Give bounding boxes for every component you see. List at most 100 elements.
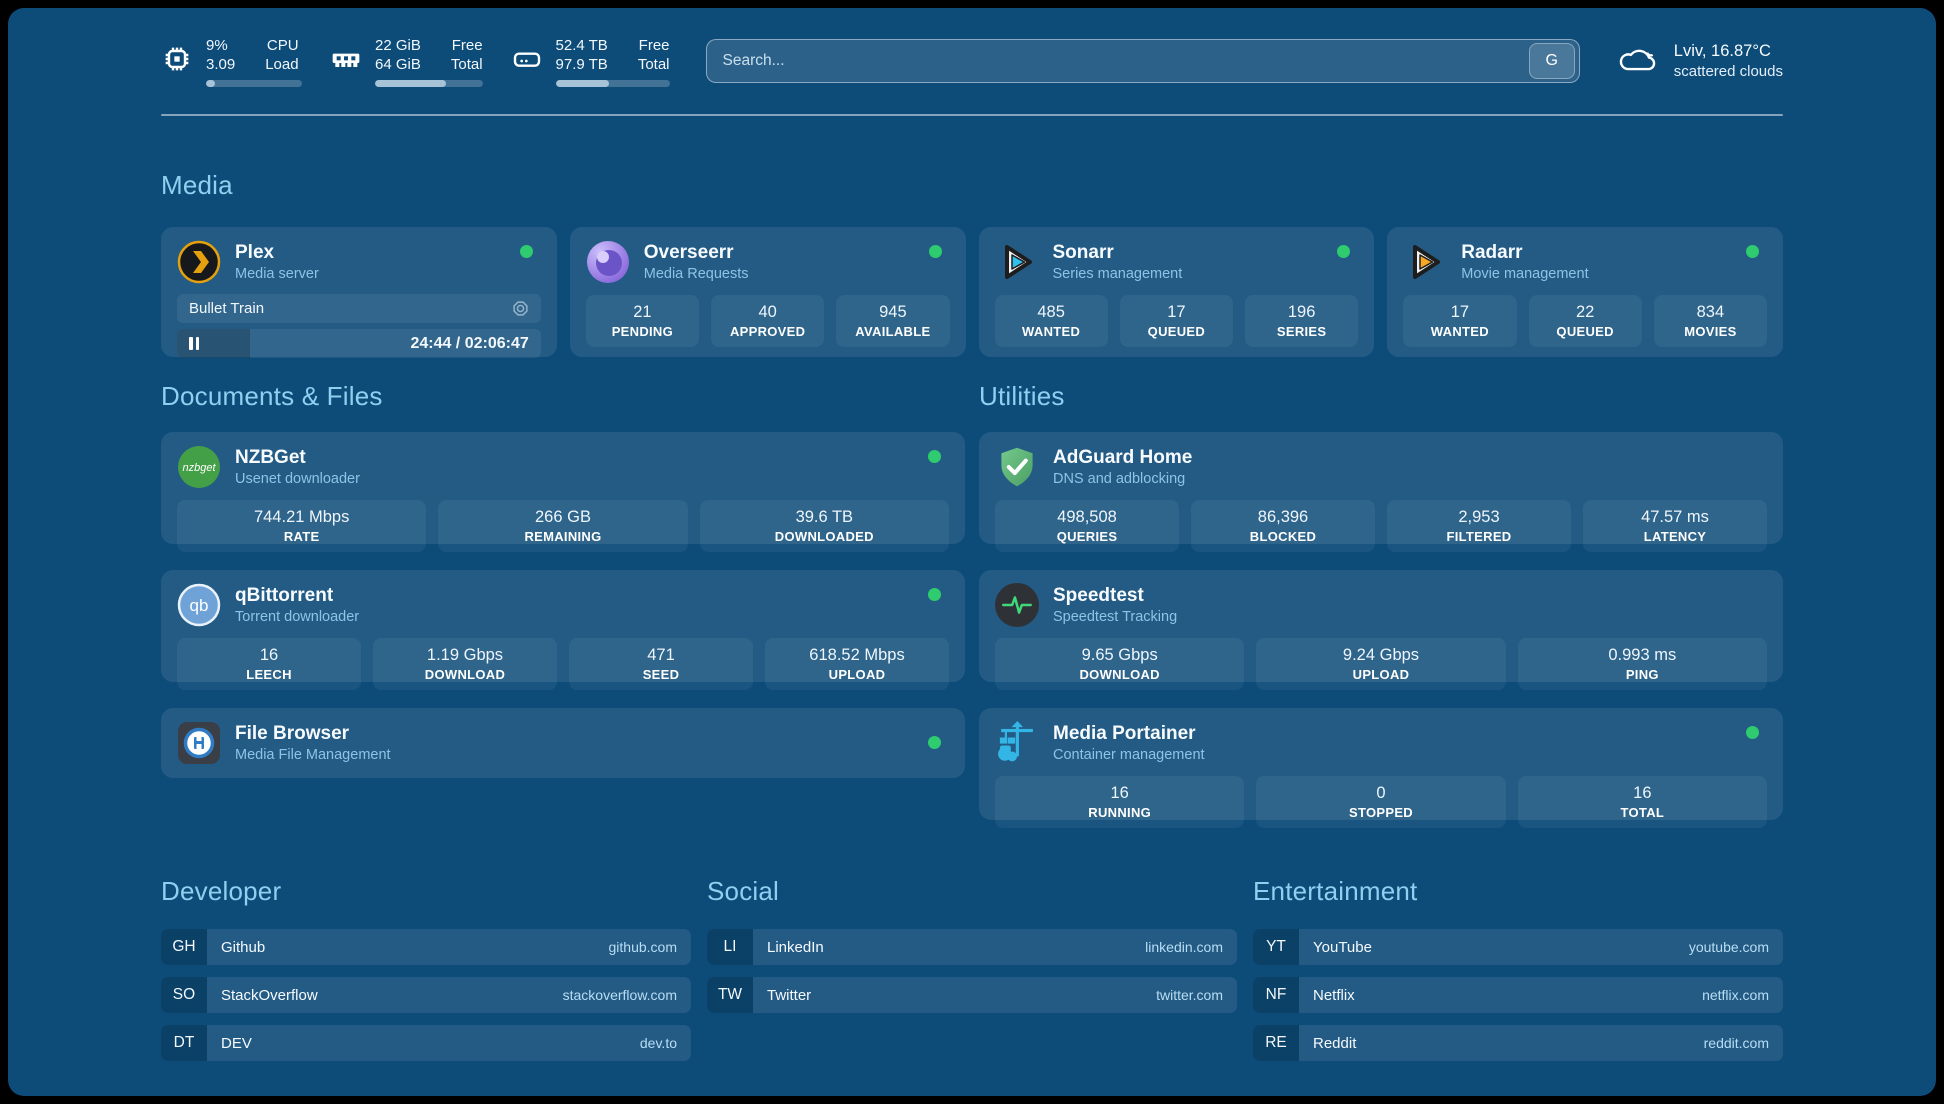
app-name: Plex <box>235 242 275 263</box>
bookmark-dev[interactable]: DT DEV dev.to <box>161 1025 691 1061</box>
app-name: AdGuard Home <box>1053 447 1193 468</box>
status-dot <box>519 245 533 258</box>
disk-progress-bar <box>555 79 670 87</box>
bookmark-abbr: GH <box>161 929 207 965</box>
bookmark-abbr: TW <box>707 977 753 1013</box>
stat-ping: 0.993 ms PING <box>1517 638 1767 690</box>
playback-progress-row[interactable]: 24:44 / 02:06:47 <box>177 329 541 358</box>
app-subtitle: Media Requests <box>643 266 749 282</box>
cpu-load-label: Load <box>265 56 299 73</box>
app-subtitle: Series management <box>1052 266 1183 282</box>
weather-location-temp: Lviv, 16.87°C <box>1673 42 1771 60</box>
bookmark-name: Twitter <box>767 986 812 1004</box>
app-card-filebrowser[interactable]: File Browser Media File Management <box>161 708 965 778</box>
bookmark-twitter[interactable]: TW Twitter twitter.com <box>707 977 1237 1013</box>
playback-time: 24:44 / 02:06:47 <box>410 334 529 352</box>
bookmark-url: youtube.com <box>1688 939 1769 955</box>
bookmarks-area: Developer GH Github github.com SO StackO… <box>161 876 1783 1073</box>
cpu-stat: 9% 3.09 CPU Load <box>161 36 302 87</box>
app-name: Media Portainer <box>1053 723 1196 744</box>
stat-downloaded: 39.6 TB DOWNLOADED <box>699 500 949 552</box>
bookmark-name: StackOverflow <box>221 986 318 1004</box>
app-card-portainer[interactable]: Media Portainer Container management 16 … <box>979 708 1783 828</box>
app-subtitle: Usenet downloader <box>235 471 360 487</box>
stat-series: 196 SERIES <box>1245 295 1359 347</box>
app-name: Speedtest <box>1053 585 1144 606</box>
stat-queries: 498,508 QUERIES <box>995 500 1179 552</box>
pause-icon[interactable] <box>189 337 199 350</box>
bookmark-github[interactable]: GH Github github.com <box>161 929 691 965</box>
overseerr-icon <box>586 240 630 284</box>
now-playing-row: Bullet Train <box>177 294 541 323</box>
app-card-radarr[interactable]: Radarr Movie management 17 WANTED 22 QUE… <box>1387 227 1783 357</box>
bookmark-linkedin[interactable]: LI LinkedIn linkedin.com <box>707 929 1237 965</box>
app-subtitle: Torrent downloader <box>235 609 360 625</box>
bookmark-name: LinkedIn <box>767 938 824 956</box>
app-name: NZBGet <box>235 447 306 468</box>
weather-widget: Lviv, 16.87°C scattered clouds <box>1616 41 1783 82</box>
stat-approved: 40 APPROVED <box>711 295 825 347</box>
section-utilities: Utilities AdGuard Home <box>979 357 1783 828</box>
app-name: Sonarr <box>1052 242 1114 263</box>
search-bar[interactable]: G <box>705 39 1580 83</box>
bookmark-abbr: SO <box>161 977 207 1013</box>
memory-stat: 22 GiB 64 GiB Free Total <box>330 36 483 87</box>
bookmark-stackoverflow[interactable]: SO StackOverflow stackoverflow.com <box>161 977 691 1013</box>
app-card-sonarr[interactable]: Sonarr Series management 485 WANTED 17 Q… <box>978 227 1375 357</box>
bookmark-url: dev.to <box>639 1035 677 1051</box>
stat-download: 9.65 Gbps DOWNLOAD <box>995 638 1245 690</box>
cpu-load-pct: 9% <box>206 36 228 54</box>
bookmark-url: linkedin.com <box>1145 939 1223 955</box>
cpu-progress-bar <box>206 79 302 87</box>
app-card-speedtest[interactable]: Speedtest Speedtest Tracking 9.65 Gbps D… <box>979 570 1783 690</box>
bookmark-abbr: RE <box>1253 1025 1299 1061</box>
bookmark-url: stackoverflow.com <box>562 987 677 1003</box>
bookmark-group-entertainment: Entertainment YT YouTube youtube.com NF … <box>1253 876 1783 1073</box>
cpu-icon <box>161 43 193 80</box>
app-name: Overseerr <box>643 242 734 263</box>
stat-available: 945 AVAILABLE <box>836 295 950 347</box>
search-input[interactable] <box>722 52 1529 70</box>
memory-icon <box>330 43 362 80</box>
app-subtitle: Container management <box>1053 747 1205 763</box>
dashboard: 9% 3.09 CPU Load <box>8 8 1936 1096</box>
app-card-plex[interactable]: Plex Media server Bullet Train <box>161 227 557 358</box>
status-dot <box>1337 245 1351 258</box>
stat-leech: 16 LEECH <box>177 638 361 690</box>
bookmark-url: reddit.com <box>1703 1035 1769 1051</box>
status-dot <box>1746 726 1759 739</box>
disk-total: 97.9 TB <box>555 56 608 73</box>
media-cards: Plex Media server Bullet Train <box>161 227 1783 358</box>
app-card-qbittorrent[interactable]: qb qBittorrent Torrent downloader 16 LEE… <box>161 570 965 690</box>
app-subtitle: Movie management <box>1461 266 1589 282</box>
bookmark-abbr: YT <box>1253 929 1299 965</box>
disk-icon <box>511 43 543 80</box>
radarr-icon <box>1403 240 1447 284</box>
adguard-icon <box>995 445 1039 489</box>
bookmark-url: github.com <box>608 939 677 955</box>
memory-free-label: Free <box>451 36 483 54</box>
status-dot <box>1746 245 1759 258</box>
stat-wanted: 485 WANTED <box>994 295 1108 347</box>
filebrowser-icon <box>177 721 221 765</box>
bookmark-group-title: Entertainment <box>1253 876 1418 906</box>
svg-text:nzbget: nzbget <box>182 462 216 474</box>
search-engine-button[interactable]: G <box>1528 43 1575 79</box>
bookmark-netflix[interactable]: NF Netflix netflix.com <box>1253 977 1783 1013</box>
bookmark-group-developer: Developer GH Github github.com SO StackO… <box>161 876 691 1073</box>
bookmark-group-title: Social <box>707 876 780 906</box>
memory-total: 64 GiB <box>375 56 421 73</box>
stat-seed: 471 SEED <box>569 638 753 690</box>
section-title-utilities: Utilities <box>979 381 1065 411</box>
app-card-overseerr[interactable]: Overseerr Media Requests 21 PENDING 40 A… <box>569 227 966 357</box>
gear-icon[interactable] <box>512 300 529 317</box>
stat-remaining: 266 GB REMAINING <box>438 500 688 552</box>
bookmark-reddit[interactable]: RE Reddit reddit.com <box>1253 1025 1783 1061</box>
app-card-adguard[interactable]: AdGuard Home DNS and adblocking 498,508 … <box>979 432 1783 552</box>
memory-progress-bar <box>375 79 483 87</box>
bookmark-youtube[interactable]: YT YouTube youtube.com <box>1253 929 1783 965</box>
app-subtitle: Speedtest Tracking <box>1053 609 1178 625</box>
top-bar: 9% 3.09 CPU Load <box>161 8 1783 90</box>
bookmark-group-title: Developer <box>161 876 282 906</box>
app-card-nzbget[interactable]: nzbget NZBGet Usenet downloader 744.21 M… <box>161 432 965 552</box>
